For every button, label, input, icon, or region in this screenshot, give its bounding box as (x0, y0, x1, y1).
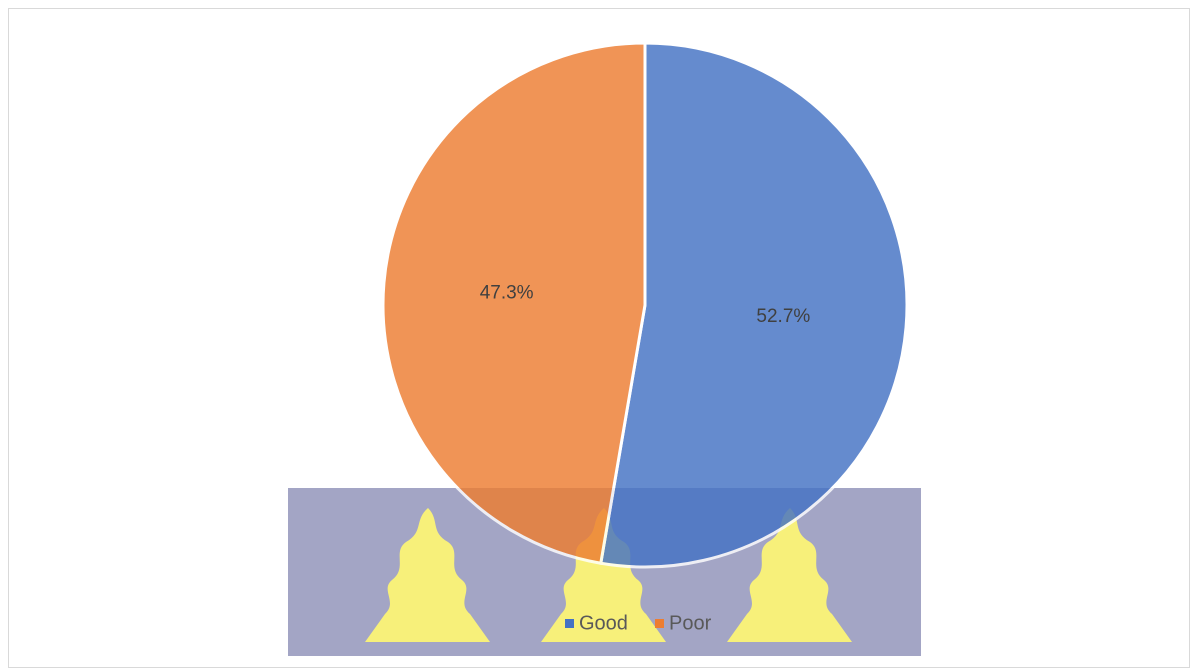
legend-item-good: Good (565, 612, 628, 634)
legend-swatch-poor (655, 619, 664, 628)
legend-swatch-good (565, 619, 574, 628)
legend-label-good: Good (579, 612, 628, 634)
pie-slice-good (599, 41, 909, 569)
legend-label-poor: Poor (669, 612, 712, 634)
watermark-flame-right (727, 508, 852, 642)
watermark-flame-left (365, 508, 490, 642)
watermark-flame-middle (541, 508, 666, 642)
pie-slice-poor (381, 41, 647, 565)
legend: Good Poor (565, 612, 712, 634)
data-label-poor: 47.3% (480, 282, 534, 303)
legend-item-poor: Poor (655, 612, 712, 634)
data-label-good: 52.7% (756, 306, 810, 327)
